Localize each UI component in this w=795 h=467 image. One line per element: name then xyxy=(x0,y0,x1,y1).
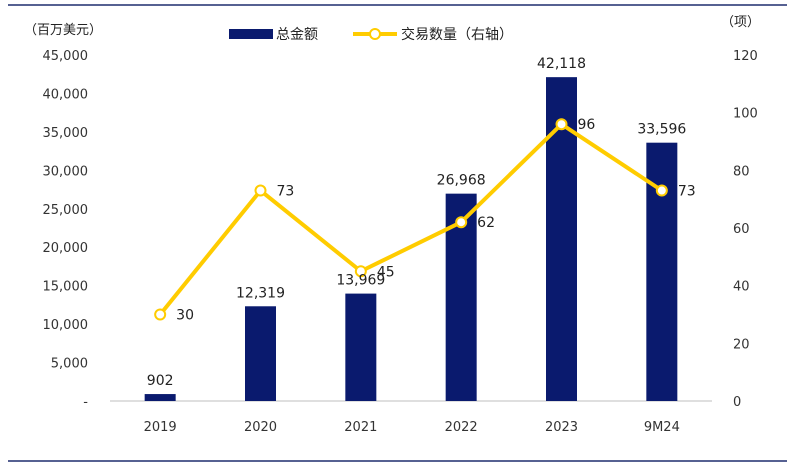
legend-bar-swatch xyxy=(229,29,273,39)
left-tick-label: 10,000 xyxy=(43,318,89,333)
line-point-2023 xyxy=(555,118,568,131)
x-tick-label: 9M24 xyxy=(644,420,680,435)
line-value-label: 96 xyxy=(578,117,596,133)
line-point-2020 xyxy=(254,184,267,197)
left-axis: - 5,000 10,000 15,000 20,000 25,000 30,000 35,0… xyxy=(43,49,89,410)
line-series xyxy=(154,118,668,321)
line-value-label: 62 xyxy=(477,215,495,231)
right-axis: 0 20 40 60 80 100 120 xyxy=(733,49,758,410)
x-tick-label: 2021 xyxy=(344,420,377,435)
bar-series xyxy=(144,77,678,402)
line-point-9M24 xyxy=(655,184,668,197)
left-tick-label: 20,000 xyxy=(43,241,89,256)
line-value-label: 73 xyxy=(678,184,696,200)
bar-value-label: 13,969 xyxy=(336,273,385,289)
bar-2020 xyxy=(245,306,276,401)
left-tick-label: 5,000 xyxy=(51,357,88,372)
left-tick-label: 25,000 xyxy=(43,203,89,218)
bar-value-label: 33,596 xyxy=(637,122,686,138)
bar-2019 xyxy=(144,394,176,401)
left-tick-label: 35,000 xyxy=(43,126,89,141)
right-tick-label: 80 xyxy=(733,164,750,179)
line-value-label: 30 xyxy=(176,308,194,324)
x-tick-label: 2019 xyxy=(144,420,177,435)
legend-line-label: 交易数量（右轴） xyxy=(401,26,513,43)
line-point-2022 xyxy=(455,216,468,229)
right-tick-label: 120 xyxy=(733,49,758,64)
left-axis-unit: （百万美元） xyxy=(24,23,102,38)
bar-value-label: 26,968 xyxy=(437,173,486,189)
left-tick-label: - xyxy=(83,395,88,410)
x-tick-label: 2020 xyxy=(244,420,277,435)
right-tick-label: 40 xyxy=(733,280,750,295)
right-tick-label: 60 xyxy=(733,222,750,237)
legend-bar-label: 总金额 xyxy=(276,27,318,43)
x-tick-label: 2023 xyxy=(545,420,578,435)
left-tick-label: 30,000 xyxy=(43,164,89,179)
line-point-2019 xyxy=(154,308,167,321)
line-data-labels: 30 73 45 62 96 73 xyxy=(176,117,695,323)
right-tick-label: 20 xyxy=(733,337,750,352)
bar-value-label: 42,118 xyxy=(537,56,586,72)
line-value-label: 45 xyxy=(377,264,395,280)
x-axis: 2019 2020 2021 2022 2023 9M24 xyxy=(144,420,680,435)
bar-value-label: 902 xyxy=(147,373,174,389)
line-value-label: 73 xyxy=(277,184,295,200)
bar-value-label: 12,319 xyxy=(236,285,285,301)
bar-2021 xyxy=(345,293,377,401)
right-axis-unit: （项） xyxy=(721,15,760,30)
left-tick-label: 15,000 xyxy=(43,280,89,295)
left-tick-label: 40,000 xyxy=(43,87,89,102)
right-tick-label: 0 xyxy=(733,395,741,410)
legend-line-marker xyxy=(369,28,381,40)
right-tick-label: 100 xyxy=(733,107,758,122)
legend: 总金额 交易数量（右轴） xyxy=(229,26,513,43)
line-path xyxy=(158,122,663,316)
line-point-2021 xyxy=(354,265,367,278)
bar-data-labels: 902 12,319 13,969 26,968 42,118 33,596 xyxy=(147,56,687,389)
x-tick-label: 2022 xyxy=(445,420,478,435)
left-tick-label: 45,000 xyxy=(43,49,89,64)
